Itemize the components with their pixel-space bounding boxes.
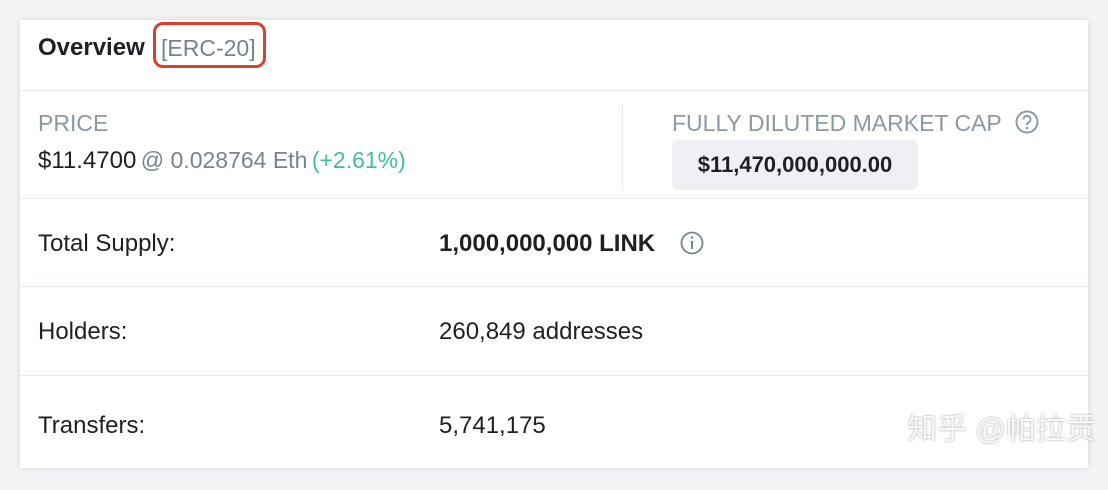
watermark: 知乎 @帕拉贡 <box>907 413 1096 446</box>
price-change: (+2.61%) <box>311 147 406 173</box>
row-value: 5,741,175 <box>439 412 546 439</box>
price-value: $11.4700 <box>38 147 137 174</box>
divider <box>622 104 623 190</box>
row-value: 260,849 addresses <box>439 318 644 345</box>
market-cap-label: FULLY DILUTED MARKET CAP <box>672 110 1002 136</box>
price-label: PRICE <box>38 110 109 136</box>
divider <box>20 375 1088 376</box>
price-eth: @ 0.028764 Eth <box>140 147 308 173</box>
market-cap-value: $11,470,000,000.00 <box>672 140 918 190</box>
help-icon[interactable] <box>1014 109 1040 135</box>
row-label: Transfers: <box>38 412 146 439</box>
row-label: Holders: <box>38 318 128 345</box>
title: Overview <box>38 34 145 61</box>
divider <box>20 286 1088 287</box>
highlight-ring <box>153 22 266 68</box>
info-icon[interactable] <box>679 230 705 256</box>
price-line: $11.4700 @ 0.028764 Eth (+2.61%) <box>38 147 406 175</box>
divider <box>20 198 1088 199</box>
token-badge: [ERC-20] <box>161 35 256 61</box>
row-value: 1,000,000,000 LINK <box>439 230 656 257</box>
divider <box>20 90 1088 91</box>
row-label: Total Supply: <box>38 230 176 257</box>
overview-card: Overview [ERC-20] PRICE $11.4700 @ 0.028… <box>20 20 1088 468</box>
